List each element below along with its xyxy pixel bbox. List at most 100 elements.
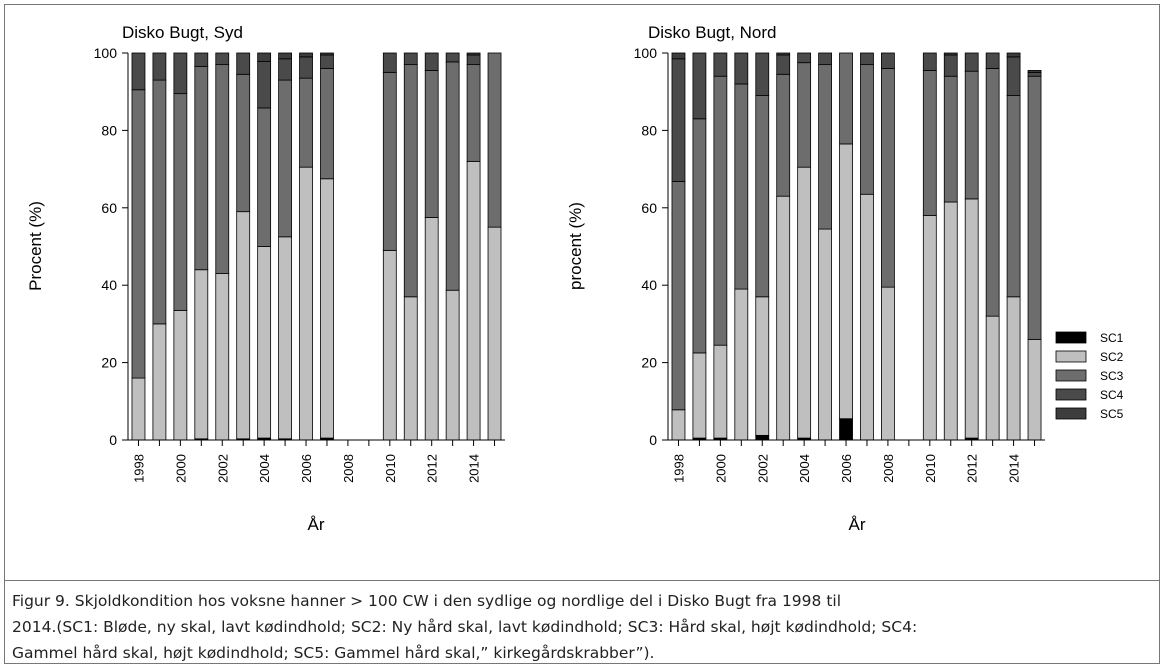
x-axis-label: År <box>849 515 866 534</box>
bar-segment-sc2-2003 <box>776 195 791 441</box>
bar-segment-sc3-2003 <box>776 73 791 197</box>
bar-segment-sc4-2002 <box>755 52 770 96</box>
bar-segment-sc2-1999 <box>152 323 167 441</box>
bar-segment-sc2-2002 <box>755 296 770 436</box>
bar-segment-sc4-2014 <box>466 54 481 66</box>
bar-segment-sc3-2014 <box>1006 95 1021 298</box>
bar-segment-sc3-2013 <box>445 61 460 291</box>
x-tick-label: 2000 <box>173 454 188 483</box>
bar-segment-sc4-2001 <box>194 52 209 67</box>
bar-segment-sc4-2011 <box>943 54 958 77</box>
bar-segment-sc2-2006 <box>839 143 853 420</box>
bar-segment-sc4-2002 <box>215 52 230 66</box>
y-tick-label: 60 <box>641 200 657 216</box>
x-tick-label: 2008 <box>341 454 356 483</box>
bar-segment-sc1-2006 <box>839 418 853 441</box>
legend-swatch-sc4 <box>1055 388 1087 401</box>
bar-segment-sc3-2007 <box>320 68 334 180</box>
x-tick-label: 2000 <box>713 454 728 483</box>
bar-segment-sc2-2004 <box>797 166 812 439</box>
bar-segment-sc3-2006 <box>839 52 853 145</box>
bar-segment-sc5-2005 <box>278 52 292 60</box>
bar-segment-sc2-2015 <box>1027 338 1042 441</box>
caption-separator <box>4 580 1160 581</box>
bar-segment-sc3-2012 <box>424 70 439 218</box>
bar-segment-sc2-2004 <box>257 246 272 439</box>
bar-segment-sc4-2003 <box>236 52 251 75</box>
bar-segment-sc4-2000 <box>713 52 728 77</box>
x-tick-label: 2004 <box>257 454 272 483</box>
bar-segment-sc3-2011 <box>943 75 958 203</box>
bar-segment-sc2-2007 <box>860 193 874 441</box>
bar-segment-sc3-2010 <box>382 71 397 251</box>
bar-segment-sc4-2004 <box>257 61 272 109</box>
figure-chart-area: Disko Bugt, Syd 0 20 40 60 80 100 1998 2000 2002 2… <box>26 23 1124 534</box>
bar-segment-sc3-2004 <box>797 62 812 168</box>
y-tick-label: 80 <box>101 122 117 138</box>
figure-caption: Figur 9. Skjoldkondition hos voksne hann… <box>12 588 1152 666</box>
bar-segment-sc3-1999 <box>692 118 707 354</box>
bar-segment-sc2-2003 <box>236 211 251 440</box>
x-tick-label: 2014 <box>1007 454 1022 483</box>
x-tick-label: 2014 <box>467 454 482 483</box>
y-tick-label: 40 <box>641 277 657 293</box>
bar-segment-sc5-1998 <box>671 52 686 60</box>
bar-segment-sc4-2011 <box>403 52 418 66</box>
y-tick-label: 0 <box>109 432 117 448</box>
bar-segment-sc1-2002 <box>755 434 770 441</box>
bar-segment-sc2-2001 <box>734 288 749 441</box>
chart-panel-2: Disko Bugt, Nord 0 20 40 60 80 100 1998 2000 2002… <box>566 23 1124 534</box>
bar-segment-sc3-2000 <box>713 75 728 346</box>
y-tick-label: 60 <box>101 200 117 216</box>
chart-title: Disko Bugt, Syd <box>122 23 243 42</box>
bar-segment-sc4-2010 <box>382 52 397 73</box>
bar-segment-sc2-2013 <box>445 289 460 441</box>
bar-segment-sc2-2005 <box>278 236 292 440</box>
bar-segment-sc4-2013 <box>445 52 460 63</box>
x-tick-label: 2012 <box>425 454 440 483</box>
bar-segment-sc4-2005 <box>278 58 292 81</box>
caption-line-2: 2014.(SC1: Bløde, ny skal, lavt kødindho… <box>12 618 918 636</box>
bar-segment-sc4-2012 <box>964 52 979 72</box>
bar-segment-sc4-1999 <box>692 52 707 120</box>
x-tick-label: 2010 <box>923 454 938 483</box>
bar-segment-sc3-1999 <box>152 79 167 325</box>
bar-segment-sc3-2014 <box>466 64 481 162</box>
bar-segment-sc4-2001 <box>734 52 749 85</box>
x-tick-label: 2002 <box>755 454 770 483</box>
bar-segment-sc2-2008 <box>881 286 895 441</box>
bar-segment-sc3-1998 <box>671 181 686 411</box>
bar-segment-sc4-2003 <box>776 54 791 75</box>
legend-swatch-sc2 <box>1055 350 1087 363</box>
x-tick-label: 2006 <box>299 454 314 483</box>
bar-segment-sc4-2014 <box>1006 56 1021 96</box>
bar-segment-sc5-2014 <box>466 52 481 56</box>
bar-segment-sc4-2006 <box>299 56 313 79</box>
bar-segment-sc2-2000 <box>713 344 728 439</box>
bar-segment-sc2-2014 <box>1006 296 1021 441</box>
x-tick-label: 1998 <box>671 454 686 483</box>
bar-segment-sc3-2005 <box>818 64 832 230</box>
bar-segment-sc3-2001 <box>194 66 209 271</box>
bar-segment-sc2-1998 <box>671 409 686 441</box>
bar-segment-sc3-2001 <box>734 83 749 290</box>
bar-segment-sc3-2002 <box>755 95 770 298</box>
bar-segment-sc2-2011 <box>943 201 958 441</box>
bar-segment-sc5-2004 <box>257 52 272 62</box>
chart-panel-1: Disko Bugt, Syd 0 20 40 60 80 100 1998 2000 2002 2… <box>26 23 505 534</box>
x-tick-label: 2002 <box>215 454 230 483</box>
bar-segment-sc3-2006 <box>299 77 313 168</box>
y-tick-label: 20 <box>641 355 657 371</box>
legend-swatch-sc1 <box>1055 331 1087 344</box>
x-tick-label: 2008 <box>881 454 896 483</box>
bar-segment-sc5-2007 <box>320 52 334 56</box>
bar-segment-sc3-2004 <box>257 107 272 247</box>
bar-segment-sc3-2005 <box>278 79 292 238</box>
bar-segment-sc4-2007 <box>320 54 334 69</box>
bar-segment-sc2-2015 <box>487 226 502 441</box>
bar-segment-sc2-2000 <box>173 309 188 441</box>
y-tick-label: 40 <box>101 277 117 293</box>
bar-segment-sc4-1998 <box>131 52 146 91</box>
bar-segment-sc2-2006 <box>299 166 313 441</box>
legend-label-sc4: SC4 <box>1100 388 1124 402</box>
